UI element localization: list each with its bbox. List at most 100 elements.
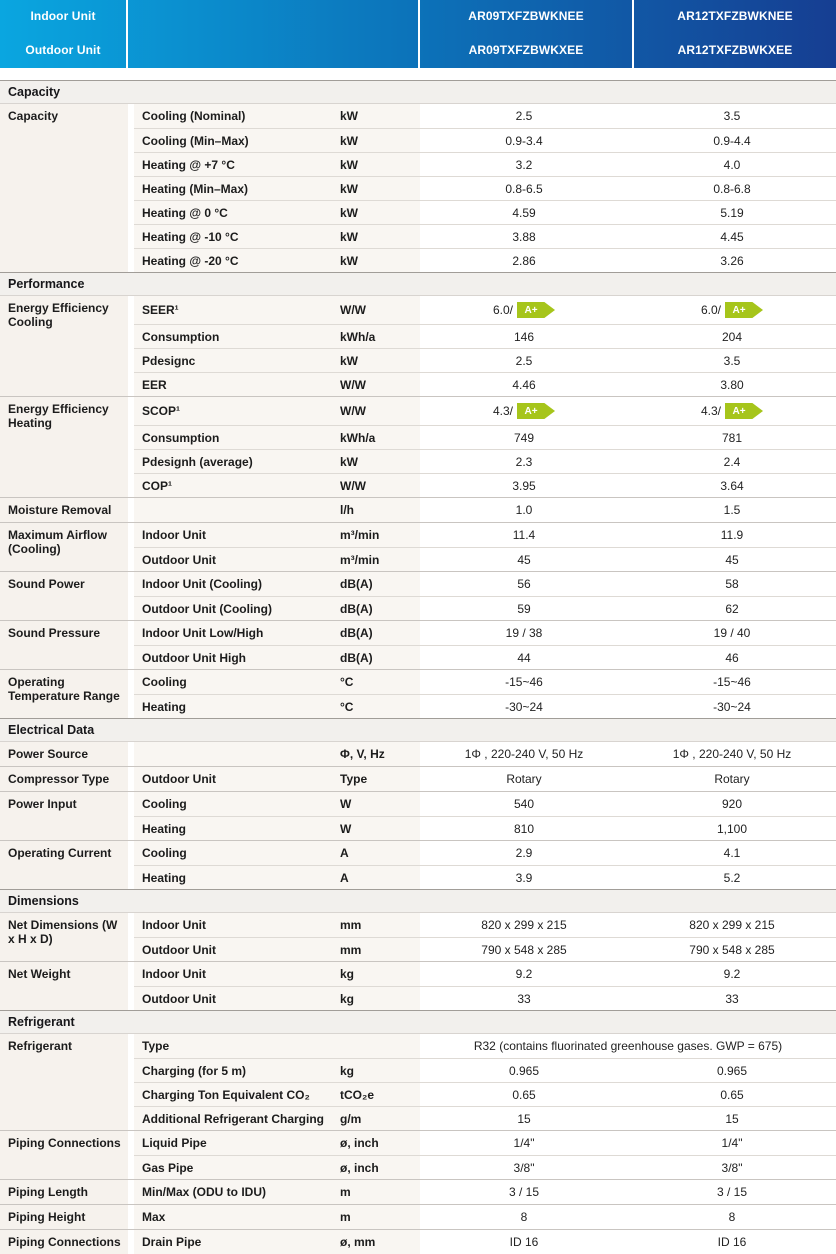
- rating-value: 6.0/: [492, 303, 513, 317]
- row-value: 9.2: [420, 962, 628, 986]
- row-value: 790 x 548 x 285: [628, 937, 836, 961]
- row-value: 19 / 38: [420, 621, 628, 645]
- row-unit: dB(A): [340, 572, 420, 596]
- row-value: 3 / 15: [420, 1180, 628, 1204]
- column-gap: [128, 1131, 134, 1179]
- row-unit: m: [340, 1180, 420, 1204]
- energy-rating-arrow-icon: A+: [517, 403, 555, 419]
- row-label: Cooling: [134, 841, 340, 865]
- row-value: 1Φ , 220-240 V, 50 Hz: [420, 742, 628, 766]
- row-value: 810: [420, 816, 628, 840]
- row-unit: m: [340, 1205, 420, 1229]
- row-value: 3.9: [420, 865, 628, 889]
- row-value: 9.2: [628, 962, 836, 986]
- row-value: 3.2: [420, 152, 628, 176]
- row-value: 920: [628, 792, 836, 816]
- row-label: Heating @ -20 °C: [134, 248, 340, 272]
- section-title: Performance: [0, 272, 836, 296]
- spec-group-compressor-type: Compressor Type Outdoor Unit Type Rotary Rot…: [0, 766, 836, 791]
- row-unit: kW: [340, 128, 420, 152]
- section-dimensions: Dimensions Net Dimensions (W x H x D) Indo…: [0, 889, 836, 1010]
- row-label: [134, 498, 340, 522]
- row-label: Heating: [134, 816, 340, 840]
- row-value: ID 16: [420, 1230, 628, 1254]
- row-value: 45: [420, 547, 628, 571]
- row-label: Indoor Unit: [134, 913, 340, 937]
- row-value: 4.3/A+: [420, 397, 628, 425]
- row-value: 0.9-3.4: [420, 128, 628, 152]
- row-unit: l/h: [340, 498, 420, 522]
- column-gap: [128, 962, 134, 1010]
- row-value: 0.65: [628, 1082, 836, 1106]
- category-label: Refrigerant: [0, 1034, 128, 1130]
- row-value: 3.80: [628, 372, 836, 396]
- spec-table: Capacity Capacity Cooling (Nominal) kW 2.5 3.…: [0, 80, 836, 1254]
- row-label: Outdoor Unit: [134, 986, 340, 1010]
- row-unit: A: [340, 865, 420, 889]
- column-gap: [128, 572, 134, 620]
- row-unit: mm: [340, 937, 420, 961]
- row-label: Cooling (Nominal): [134, 104, 340, 128]
- row-unit: W: [340, 792, 420, 816]
- row-label: Charging (for 5 m): [134, 1058, 340, 1082]
- row-unit: W/W: [340, 296, 420, 324]
- model-header: Indoor Unit Outdoor Unit AR09TXFZBWKNEE …: [0, 0, 836, 68]
- row-label: Heating @ -10 °C: [134, 224, 340, 248]
- row-value: 2.86: [420, 248, 628, 272]
- row-label: Indoor Unit (Cooling): [134, 572, 340, 596]
- row-value: 3.95: [420, 473, 628, 497]
- row-value: 15: [628, 1106, 836, 1130]
- model-column-2: AR12TXFZBWKNEE AR12TXFZBWKXEE: [634, 0, 836, 68]
- row-value: 4.59: [420, 200, 628, 224]
- row-value: 15: [420, 1106, 628, 1130]
- row-value: 4.0: [628, 152, 836, 176]
- section-title: Electrical Data: [0, 718, 836, 742]
- spec-group-operating-current: Operating Current Cooling A 2.9 4.1 Heating A 3…: [0, 840, 836, 889]
- row-value: 8: [628, 1205, 836, 1229]
- row-unit: ø, inch: [340, 1155, 420, 1179]
- row-label: Drain Pipe: [134, 1230, 340, 1254]
- row-label: Pdesignc: [134, 348, 340, 372]
- row-unit: m³/min: [340, 523, 420, 547]
- category-label: Operating Temperature Range: [0, 670, 128, 718]
- row-value: 790 x 548 x 285: [420, 937, 628, 961]
- row-label: Heating: [134, 865, 340, 889]
- rating-value: 4.3/: [700, 404, 721, 418]
- row-label: Outdoor Unit: [134, 937, 340, 961]
- section-refrigerant: Refrigerant Refrigerant Type R32 (contains …: [0, 1010, 836, 1254]
- row-value: Rotary: [420, 767, 628, 791]
- header-spacer: [128, 0, 420, 68]
- row-unit: kWh/a: [340, 324, 420, 348]
- row-unit: kW: [340, 200, 420, 224]
- category-label: Power Input: [0, 792, 128, 840]
- row-value: 0.9-4.4: [628, 128, 836, 152]
- row-value: 46: [628, 645, 836, 669]
- outdoor-model-name-2: AR12TXFZBWKXEE: [677, 43, 793, 57]
- row-label: Gas Pipe: [134, 1155, 340, 1179]
- row-label: Pdesignh (average): [134, 449, 340, 473]
- row-value: 33: [628, 986, 836, 1010]
- row-value: 820 x 299 x 215: [628, 913, 836, 937]
- category-label: Net Weight: [0, 962, 128, 1010]
- row-unit: kW: [340, 224, 420, 248]
- row-value: 1Φ , 220-240 V, 50 Hz: [628, 742, 836, 766]
- spec-group-moisture-removal: Moisture Removal l/h 1.0 1.5: [0, 497, 836, 522]
- section-title: Capacity: [0, 80, 836, 104]
- row-label: EER: [134, 372, 340, 396]
- row-value: 1/4": [420, 1131, 628, 1155]
- row-unit: ø, mm: [340, 1230, 420, 1254]
- row-value: 0.65: [420, 1082, 628, 1106]
- category-label: Piping Length: [0, 1180, 128, 1204]
- row-unit: W: [340, 816, 420, 840]
- section-title: Dimensions: [0, 889, 836, 913]
- row-label: Heating: [134, 694, 340, 718]
- row-label: COP¹: [134, 473, 340, 497]
- row-value: 62: [628, 596, 836, 620]
- row-value: 59: [420, 596, 628, 620]
- row-label: Heating @ +7 °C: [134, 152, 340, 176]
- row-label: Indoor Unit: [134, 523, 340, 547]
- row-value: 4.45: [628, 224, 836, 248]
- row-value: 1/4": [628, 1131, 836, 1155]
- section-performance: Performance Energy Efficiency Cooling SEER…: [0, 272, 836, 718]
